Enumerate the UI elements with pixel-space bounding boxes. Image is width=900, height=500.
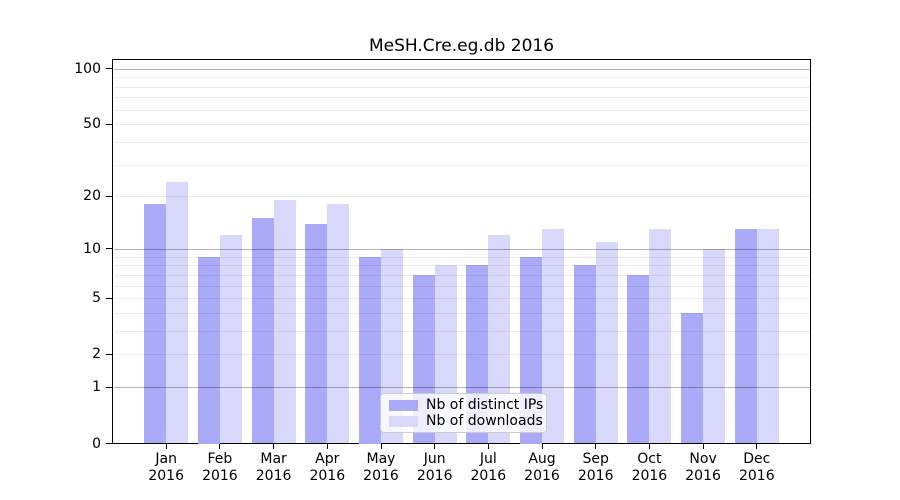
bar-oct-distinct-ips — [627, 274, 650, 444]
x-tick-mark — [273, 444, 275, 449]
x-tick-mark — [487, 444, 489, 449]
y-tick-label: 100 — [74, 60, 101, 77]
bar-apr-downloads — [327, 204, 350, 444]
x-tick-mark — [380, 444, 382, 449]
x-tick-label: Jun 2016 — [416, 450, 453, 484]
bar-nov-downloads — [703, 248, 726, 444]
y-tick-label: 2 — [92, 346, 101, 363]
bar-aug-downloads — [542, 229, 564, 444]
x-tick-label: Mar 2016 — [255, 450, 292, 484]
x-tick-label: Nov 2016 — [685, 450, 721, 484]
legend: Nb of distinct IPs Nb of downloads — [380, 393, 547, 433]
y-tick-mark — [106, 297, 112, 299]
x-tick-label: May 2016 — [363, 450, 399, 484]
y-tick-label: 1 — [92, 379, 101, 396]
x-tick-mark — [326, 444, 328, 449]
bar-jan-downloads — [166, 182, 189, 444]
bar-oct-downloads — [649, 229, 672, 444]
bar-jan-distinct-ips — [144, 204, 167, 444]
y-tick-label: 5 — [92, 290, 101, 306]
x-tick-label: Feb 2016 — [202, 450, 238, 484]
y-tick-mark — [106, 123, 112, 125]
x-tick-mark — [702, 444, 704, 449]
x-tick-mark — [648, 444, 650, 449]
bar-dec-distinct-ips — [734, 229, 757, 444]
legend-swatch-downloads — [389, 415, 418, 427]
legend-item-downloads: Nb of downloads — [389, 413, 543, 429]
y-tick-mark — [106, 68, 112, 70]
x-tick-label: Oct 2016 — [631, 450, 668, 484]
y-tick-label: 10 — [83, 240, 101, 257]
x-tick-mark — [595, 444, 597, 449]
x-tick-label: Dec 2016 — [738, 450, 775, 484]
x-tick-mark — [541, 444, 543, 449]
bar-sep-downloads — [595, 241, 618, 444]
bar-nov-distinct-ips — [681, 312, 704, 444]
legend-item-distinct-ips: Nb of distinct IPs — [389, 397, 543, 413]
legend-label-distinct-ips: Nb of distinct IPs — [426, 397, 544, 413]
y-tick-mark — [106, 195, 112, 197]
bar-jul-downloads — [488, 235, 511, 444]
x-tick-mark — [219, 444, 221, 449]
chart-title: MeSH.Cre.eg.db 2016 — [368, 36, 555, 56]
y-tick-mark — [106, 386, 112, 388]
y-tick-label: 50 — [83, 116, 101, 133]
x-tick-label: Sep 2016 — [577, 450, 614, 484]
bar-may-distinct-ips — [359, 256, 381, 444]
x-tick-label: Aug 2016 — [524, 450, 560, 484]
bar-feb-downloads — [219, 235, 242, 444]
x-tick-mark — [756, 444, 758, 449]
bar-mar-downloads — [273, 200, 296, 444]
x-tick-label: Jan 2016 — [148, 450, 184, 484]
x-tick-label: Jul 2016 — [470, 450, 507, 484]
bar-feb-distinct-ips — [197, 256, 220, 444]
y-tick-mark — [106, 443, 112, 444]
x-tick-label: Apr 2016 — [309, 450, 346, 484]
y-tick-mark — [106, 353, 112, 355]
bar-sep-distinct-ips — [573, 265, 596, 444]
bar-mar-distinct-ips — [251, 218, 274, 444]
legend-label-downloads: Nb of downloads — [426, 413, 543, 429]
y-tick-label: 0 — [92, 435, 101, 452]
bar-apr-distinct-ips — [305, 223, 328, 444]
legend-swatch-distinct-ips — [389, 399, 418, 411]
x-tick-mark — [434, 444, 436, 449]
x-tick-mark — [165, 444, 167, 449]
y-tick-mark — [106, 248, 112, 250]
bar-dec-downloads — [756, 229, 779, 444]
y-tick-label: 20 — [83, 188, 101, 205]
